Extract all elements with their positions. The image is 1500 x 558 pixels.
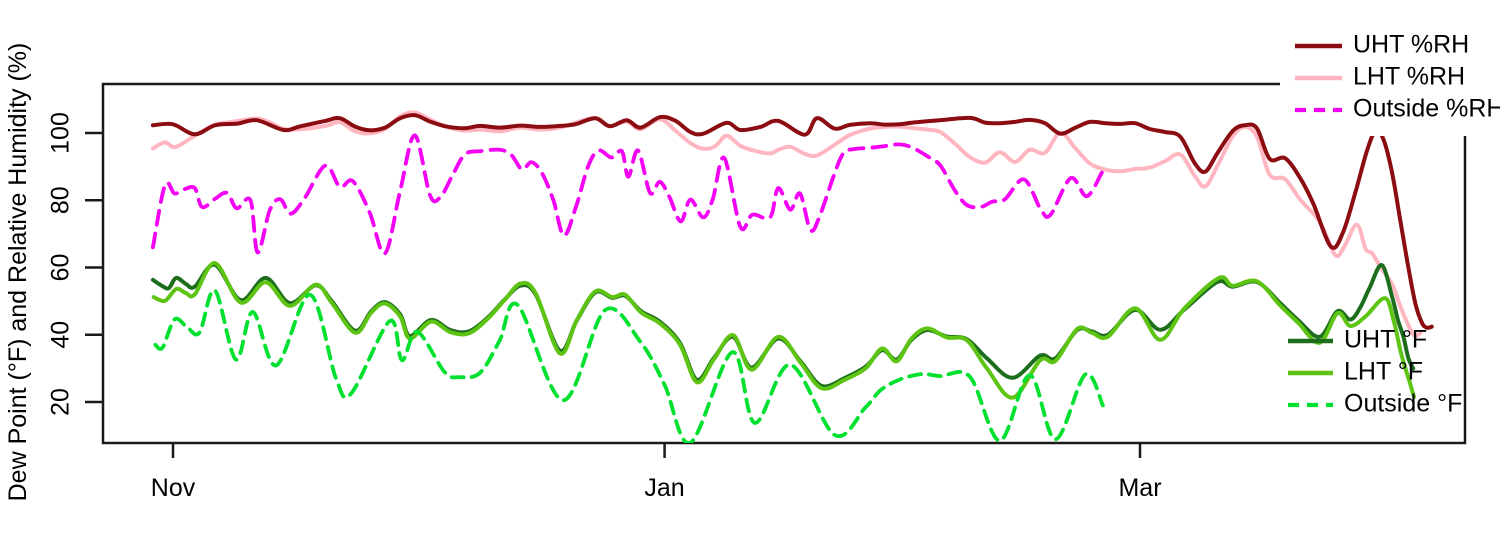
series-line-outside-f: [153, 288, 1105, 443]
x-tick-label-jan: Jan: [644, 474, 684, 502]
x-tick-label-nov: Nov: [151, 474, 196, 502]
legend-rh: UHT %RH LHT %RH Outside %RH: [1280, 20, 1500, 136]
legend-item: UHT °F: [1288, 326, 1427, 354]
y-tick-label: 80: [47, 186, 75, 214]
legend-item: LHT °F: [1288, 358, 1423, 386]
series-line-lht-rh: [150, 110, 1423, 339]
legend-f: UHT °F LHT °F Outside °F: [1288, 326, 1462, 418]
plot-border: [101, 82, 1467, 445]
y-tick-label: 20: [47, 388, 75, 416]
y-tick-label: 60: [47, 254, 75, 282]
y-tick-label: 40: [47, 321, 75, 349]
legend-label: Outside %RH: [1353, 95, 1500, 123]
legend-label: UHT °F: [1344, 326, 1427, 354]
legend-item: Outside %RH: [1295, 95, 1500, 123]
y-axis-title: Dew Point (°F) and Relative Humidity (%): [4, 43, 32, 502]
legend-label: LHT %RH: [1353, 63, 1465, 91]
legend-label: Outside °F: [1344, 390, 1462, 418]
legend-item: UHT %RH: [1295, 31, 1469, 59]
legend-item: LHT %RH: [1295, 63, 1465, 91]
y-tick-label: 100: [47, 112, 75, 154]
x-tick-label-mar: Mar: [1118, 474, 1161, 502]
series-line-outside-rh: [151, 133, 1108, 256]
legend-label: LHT °F: [1344, 358, 1423, 386]
series-line-uht-rh: [150, 113, 1434, 330]
legend-item: Outside °F: [1288, 390, 1462, 418]
series-line-lht-f: [151, 261, 1416, 400]
series-group: [150, 110, 1434, 443]
legend-label: UHT %RH: [1353, 31, 1469, 59]
